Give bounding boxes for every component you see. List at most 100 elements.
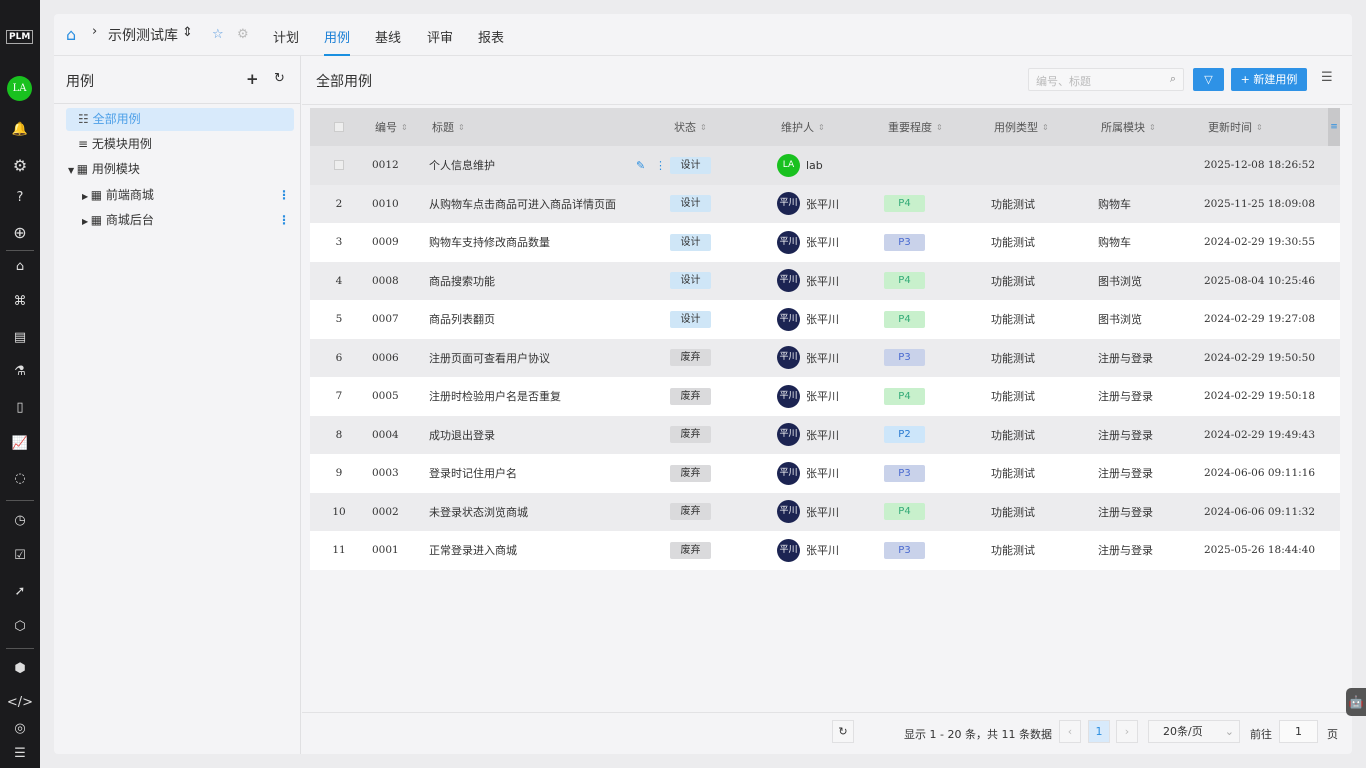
case-title[interactable]: 注册页面可查看用户协议 [429,351,550,365]
tree-item-all[interactable]: ☷ 全部用例 [66,108,294,131]
list-view-icon[interactable]: ☰ [1321,70,1333,85]
updated-time: 2025-11-25 18:09:08 [1204,197,1316,210]
column-header[interactable]: 所属模块 ⇕ [1101,108,1156,146]
hexagon-icon[interactable]: ⬡ [14,619,26,634]
row-checkbox[interactable] [334,146,344,185]
goto-page-input[interactable]: 1 [1279,720,1318,743]
table-row[interactable]: 10 0002 未登录状态浏览商城 废弃 平川 张平川 P4 功能测试 注册与登录 2024-06… [310,492,1340,531]
column-header[interactable]: 用例类型 ⇕ [994,108,1049,146]
rocket-icon[interactable]: ➚ [14,584,26,599]
tree-item-modules[interactable]: ▼ ▦ 用例模块 [66,158,294,181]
star-icon[interactable]: ☆ [212,27,224,42]
owner-name: 张平川 [806,313,839,327]
column-header[interactable]: 编号 ⇕ [375,108,408,146]
sort-icon[interactable]: ⇕ [818,122,825,132]
case-title[interactable]: 从购物车点击商品可进入商品详情页面 [429,197,616,211]
document-icon[interactable]: ▤ [13,330,27,345]
page-1-button[interactable]: 1 [1088,720,1110,743]
project-name[interactable]: 示例测试库 [108,28,178,44]
more-icon[interactable]: ⋮ [278,188,290,202]
table-row[interactable]: 8 0004 成功退出登录 废弃 平川 张平川 P2 功能测试 注册与登录 2024-02-29 … [310,415,1340,454]
sort-icon[interactable]: ⇕ [700,122,707,132]
more-icon[interactable]: ⋮ [655,158,666,172]
sort-icon[interactable]: ⇕ [1042,122,1049,132]
refresh-icon[interactable]: ↻ [274,71,285,86]
case-title[interactable]: 登录时记住用户名 [429,467,517,481]
switch-project-icon[interactable]: ⇕ [182,25,193,40]
case-title[interactable]: 注册时检验用户名是否重复 [429,390,561,404]
sort-icon[interactable]: ⇕ [401,122,408,132]
add-icon[interactable]: ⊕ [13,223,27,242]
tab-baseline[interactable]: 基线 [375,31,402,46]
sort-icon[interactable]: ⇕ [1256,122,1263,132]
gear-icon[interactable]: ⚙ [12,156,28,175]
row-index: 11 [332,544,346,557]
clock-icon[interactable]: ◷ [14,513,26,528]
cube-icon[interactable]: ⬢ [14,661,26,676]
table-row[interactable]: 5 0007 商品列表翻页 设计 平川 张平川 P4 功能测试 图书浏览 2024-02-29 1… [310,300,1340,339]
sort-icon[interactable]: ⇕ [458,122,465,132]
case-title[interactable]: 个人信息维护 [429,159,495,173]
sort-icon[interactable]: ⇕ [936,122,943,132]
column-header-label: 编号 [375,121,397,134]
tab-review[interactable]: 评审 [427,31,454,46]
chat-icon[interactable]: ◌ [14,471,26,486]
search-input[interactable]: 编号、标题 ⌕ [1028,68,1184,91]
tab-report[interactable]: 报表 [478,31,505,46]
sort-icon[interactable]: ⇕ [1149,122,1156,132]
table-row[interactable]: 7 0005 注册时检验用户名是否重复 废弃 平川 张平川 P4 功能测试 注册与登录 2024-… [310,377,1340,416]
refresh-button[interactable]: ↻ [832,720,854,743]
case-title[interactable]: 商品列表翻页 [429,313,495,327]
column-header[interactable]: 重要程度 ⇕ [888,108,943,146]
command-icon[interactable]: ⌘ [13,294,27,309]
new-case-button[interactable]: + 新建用例 [1231,68,1307,91]
table-row[interactable]: 6 0006 注册页面可查看用户协议 废弃 平川 张平川 P3 功能测试 注册与登录 2024-0… [310,338,1340,377]
code-icon[interactable]: </> [6,695,34,710]
table-row[interactable]: 9 0003 登录时记住用户名 废弃 平川 张平川 P3 功能测试 注册与登录 2024-06-0… [310,454,1340,493]
home-icon[interactable]: ⌂ [15,259,25,274]
column-header[interactable]: 维护人 ⇕ [781,108,825,146]
gear-icon[interactable]: ⚙ [237,27,249,42]
avatar: 平川 [777,346,800,370]
edit-icon[interactable]: ✎ [636,158,646,172]
next-page-button[interactable]: › [1116,720,1138,743]
assistant-robot-icon[interactable]: 🤖 [1346,688,1366,716]
case-title[interactable]: 商品搜索功能 [429,274,495,288]
settings-icon[interactable]: ◎ [14,721,26,736]
avatar: 平川 [777,384,800,408]
add-icon[interactable]: + [246,70,259,88]
case-title[interactable]: 成功退出登录 [429,428,495,442]
select-all-checkbox[interactable] [334,108,344,146]
column-header[interactable]: 状态 ⇕ [674,108,707,146]
table-icon: ▦ [90,213,106,227]
column-settings-icon[interactable]: ≡ [1328,108,1340,146]
column-header[interactable]: 更新时间 ⇕ [1208,108,1263,146]
home-icon[interactable]: ⌂ [66,25,77,44]
table-row[interactable]: 4 0008 商品搜索功能 设计 平川 张平川 P4 功能测试 图书浏览 2025-08-04 1… [310,261,1340,300]
chart-icon[interactable]: 📈 [11,436,29,451]
case-title[interactable]: 购物车支持修改商品数量 [429,236,550,250]
book-icon[interactable]: ▯ [16,400,24,415]
tree-item-frontend[interactable]: ▶ ▦ 前端商城 ⋮ [66,184,294,207]
flask-icon[interactable]: ⚗ [14,364,26,379]
table-row[interactable]: 11 0001 正常登录进入商城 废弃 平川 张平川 P3 功能测试 注册与登录 2025-05-… [310,531,1340,570]
case-title[interactable]: 未登录状态浏览商城 [429,505,528,519]
tab-plan[interactable]: 计划 [273,31,300,46]
tab-cases[interactable]: 用例 [324,27,351,56]
more-icon[interactable]: ⋮ [278,213,290,227]
table-row[interactable]: 3 0009 购物车支持修改商品数量 设计 平川 张平川 P3 功能测试 购物车 2024-02-… [310,223,1340,262]
table-row[interactable]: 0012 个人信息维护 ✎ ⋮ 设计 LA lab 2025-12-08 18:26:52 [310,146,1340,185]
help-icon[interactable]: ? [16,190,24,205]
checklist-icon[interactable]: ☑ [14,548,26,563]
user-avatar[interactable]: LA [7,76,32,101]
column-header[interactable]: 标题 ⇕ [432,108,465,146]
menu-icon[interactable]: ☰ [14,746,26,761]
table-row[interactable]: 2 0010 从购物车点击商品可进入商品详情页面 设计 平川 张平川 P4 功能测试 购物车 20… [310,184,1340,223]
tree-item-backend[interactable]: ▶ ▦ 商城后台 ⋮ [66,209,294,232]
tree-item-unassigned[interactable]: ≡ 无模块用例 [66,133,294,156]
prev-page-button[interactable]: ‹ [1059,720,1081,743]
page-size-select[interactable]: 20条/页 ⌄ [1148,720,1240,743]
case-title[interactable]: 正常登录进入商城 [429,544,517,558]
filter-button[interactable]: ▽ [1193,68,1224,91]
bell-icon[interactable]: 🔔 [11,122,29,137]
